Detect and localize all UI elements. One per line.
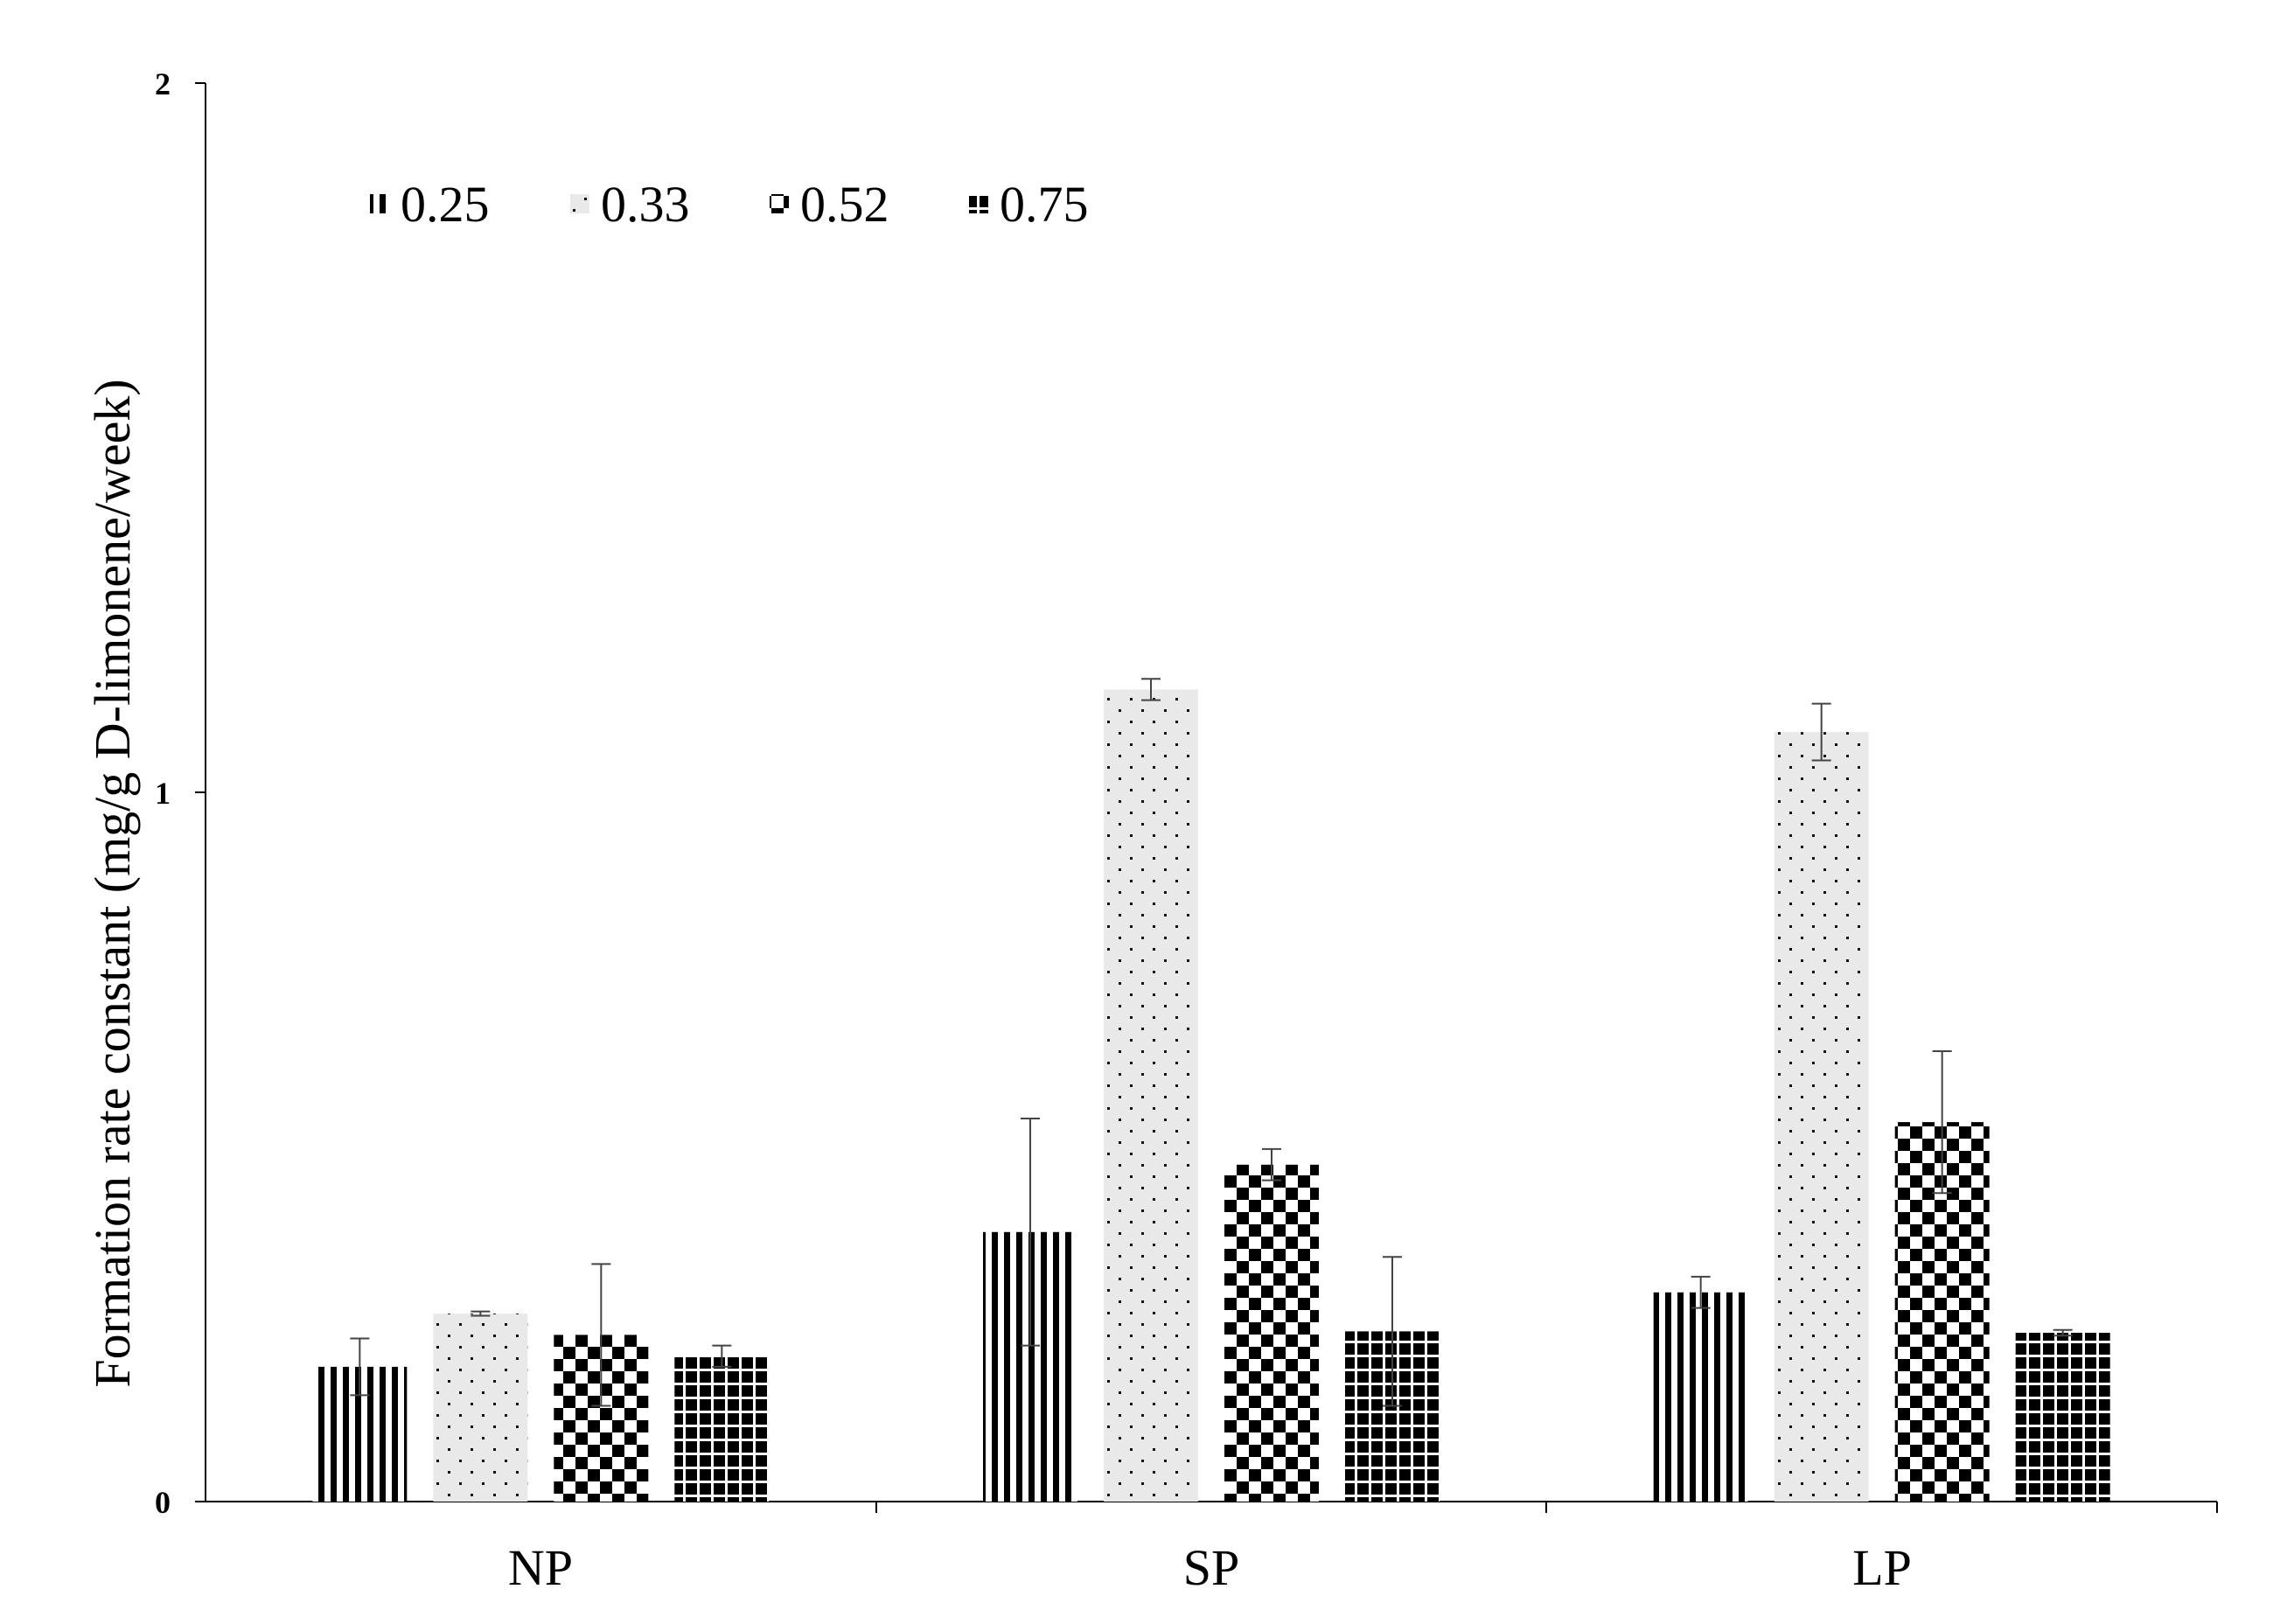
- error-bar-sp-0.25: [1021, 1118, 1040, 1347]
- error-bar-lp-0.33: [1811, 702, 1831, 762]
- bar-np-0.75: [674, 1356, 770, 1502]
- y-axis: 0 1 2: [155, 66, 206, 1520]
- error-bar-np-0.33: [471, 1310, 491, 1317]
- legend-label-1: 0.33: [601, 176, 690, 233]
- legend: 0.25 0.33 0.52 0.75: [370, 176, 1089, 233]
- legend-item-1: 0.33: [570, 176, 690, 233]
- error-bar-np-0.75: [712, 1344, 732, 1368]
- y-tick-label-0: 0: [155, 1485, 171, 1520]
- bar-lp-0.33: [1774, 732, 1869, 1502]
- bar-sp-0.52: [1224, 1164, 1319, 1502]
- bar-lp-0.25: [1653, 1292, 1748, 1502]
- y-axis-title: Formation rate constant (mg/g D-limonene…: [84, 379, 141, 1387]
- legend-label-0: 0.25: [401, 176, 490, 233]
- y-tick-label-2: 2: [155, 66, 171, 101]
- legend-item-2: 0.52: [770, 176, 889, 233]
- error-bar-sp-0.33: [1141, 678, 1161, 701]
- bars: [312, 689, 2110, 1502]
- legend-swatch-0: [370, 194, 389, 213]
- error-bar-lp-0.75: [2053, 1328, 2073, 1337]
- legend-swatch-1: [570, 194, 589, 213]
- legend-label-2: 0.52: [800, 176, 889, 233]
- legend-swatch-3: [969, 194, 988, 213]
- bar-np-0.33: [433, 1314, 528, 1502]
- error-bars: [350, 678, 2073, 1407]
- x-category-label-sp: SP: [1183, 1539, 1240, 1596]
- error-bar-lp-0.25: [1691, 1275, 1711, 1309]
- error-bar-np-0.25: [350, 1337, 370, 1397]
- bar-lp-0.75: [2015, 1333, 2110, 1502]
- error-bar-sp-0.52: [1262, 1147, 1281, 1181]
- legend-item-0: 0.25: [370, 176, 490, 233]
- legend-label-3: 0.75: [1000, 176, 1089, 233]
- legend-item-3: 0.75: [969, 176, 1089, 233]
- bar-sp-0.33: [1104, 689, 1198, 1502]
- y-tick-label-1: 1: [155, 776, 171, 811]
- error-bar-sp-0.75: [1383, 1256, 1402, 1407]
- error-bar-lp-0.52: [1932, 1050, 1952, 1195]
- x-category-label-lp: LP: [1852, 1539, 1912, 1596]
- legend-swatch-2: [770, 194, 789, 213]
- error-bar-np-0.52: [591, 1263, 611, 1407]
- x-category-label-np: NP: [508, 1539, 573, 1596]
- x-axis: NP SP LP: [206, 1501, 2218, 1596]
